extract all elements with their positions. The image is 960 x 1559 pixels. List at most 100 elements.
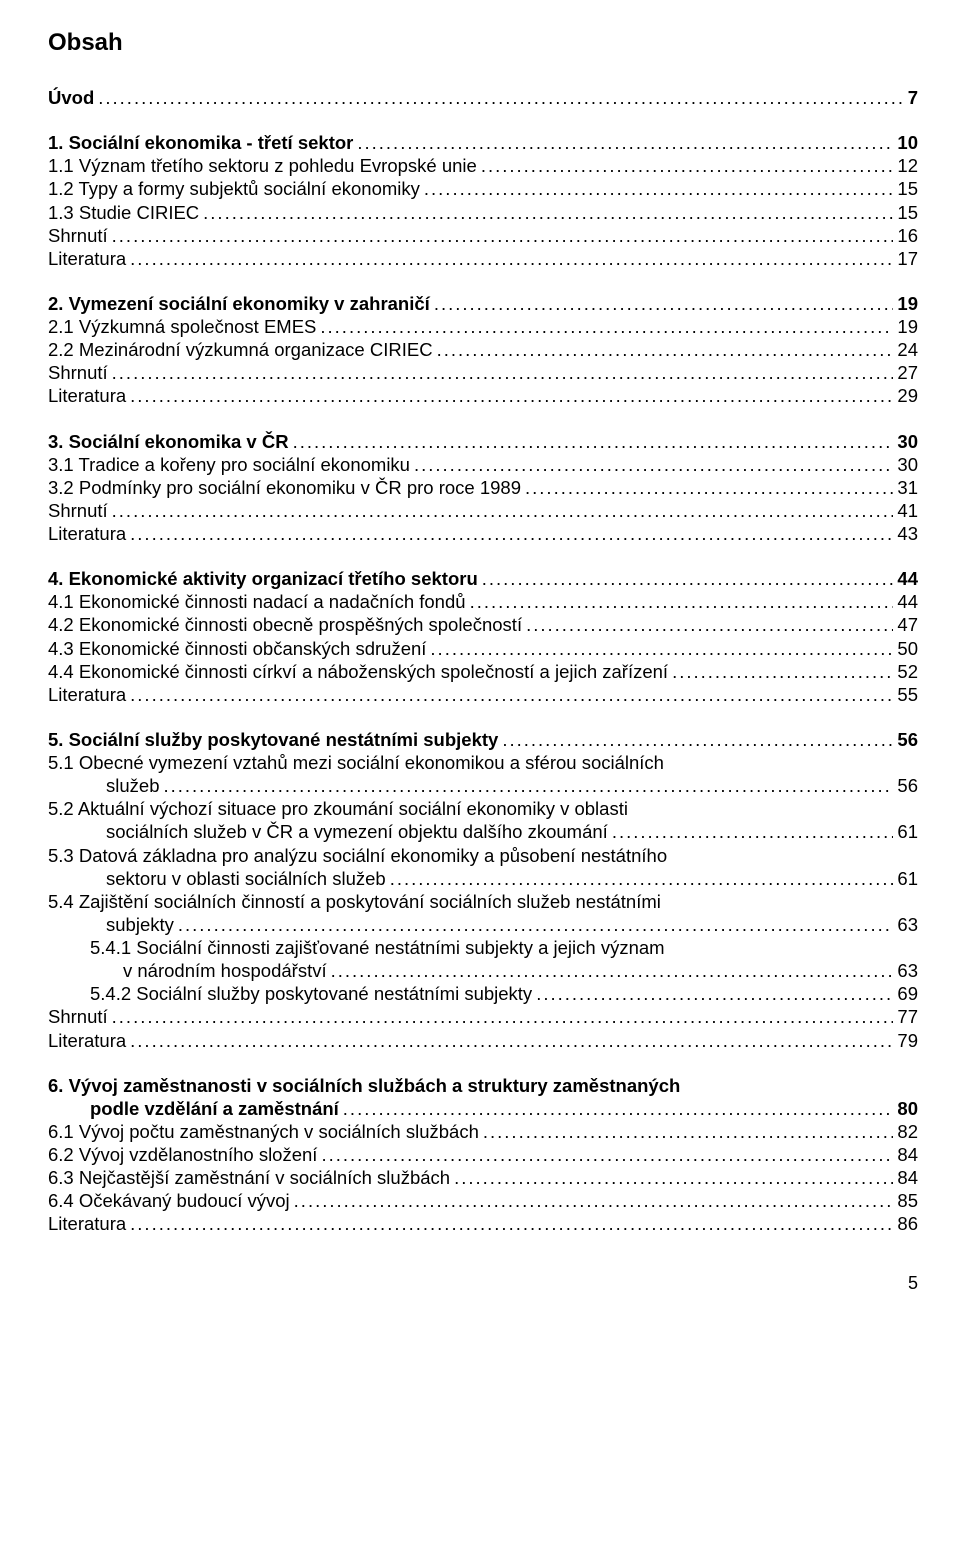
toc-page-number: 15 — [897, 177, 918, 200]
toc-label: 2.2 Mezinárodní výzkumná organizace CIRI… — [48, 338, 433, 361]
toc-entry: 4.2 Ekonomické činnosti obecně prospěšný… — [48, 613, 918, 636]
toc-page-number: 12 — [897, 154, 918, 177]
toc-entry: 5.3 Datová základna pro analýzu sociální… — [48, 844, 918, 867]
toc-entry: Literatura 79 — [48, 1029, 918, 1052]
toc-label: 5.4 Zajištění sociálních činností a posk… — [48, 890, 661, 913]
page-title: Obsah — [48, 28, 918, 58]
toc-label: Literatura — [48, 683, 126, 706]
toc-entry: 1.2 Typy a formy subjektů sociální ekono… — [48, 177, 918, 200]
toc-entry: 3.1 Tradice a kořeny pro sociální ekonom… — [48, 453, 918, 476]
toc-leader-dots — [612, 820, 894, 843]
toc-label: Literatura — [48, 1029, 126, 1052]
toc-leader-dots — [343, 1097, 894, 1120]
toc-label: Shrnutí — [48, 361, 108, 384]
toc-leader-dots — [130, 522, 893, 545]
toc-leader-dots — [112, 1005, 894, 1028]
toc-entry: Literatura 43 — [48, 522, 918, 545]
toc-label: sociálních služeb v ČR a vymezení objekt… — [106, 820, 608, 843]
toc-entry: Shrnutí 77 — [48, 1005, 918, 1028]
toc-leader-dots — [331, 959, 894, 982]
page-number: 5 — [48, 1272, 918, 1295]
toc-entry: 3. Sociální ekonomika v ČR 30 — [48, 430, 918, 453]
toc-page-number: 43 — [897, 522, 918, 545]
toc-label: 5. Sociální služby poskytované nestátním… — [48, 728, 498, 751]
toc-entry: 4.4 Ekonomické činnosti církví a nábožen… — [48, 660, 918, 683]
toc-leader-dots — [112, 224, 894, 247]
toc-page-number: 61 — [897, 867, 918, 890]
toc-label: 5.4.2 Sociální služby poskytované nestát… — [90, 982, 532, 1005]
toc-page-number: 44 — [897, 590, 918, 613]
toc-entry: 4.1 Ekonomické činnosti nadací a nadační… — [48, 590, 918, 613]
toc-label: 3.2 Podmínky pro sociální ekonomiku v ČR… — [48, 476, 521, 499]
toc-entry: 1. Sociální ekonomika - třetí sektor 10 — [48, 131, 918, 154]
toc-entry: 6.2 Vývoj vzdělanostního složení 84 — [48, 1143, 918, 1166]
toc-page-number: 85 — [897, 1189, 918, 1212]
toc-leader-dots — [536, 982, 893, 1005]
toc-entry: 4. Ekonomické aktivity organizací třetíh… — [48, 567, 918, 590]
toc-label: Shrnutí — [48, 499, 108, 522]
toc-label: Literatura — [48, 247, 126, 270]
toc-label: Literatura — [48, 1212, 126, 1235]
toc-label: 4.3 Ekonomické činnosti občanských sdruž… — [48, 637, 426, 660]
toc-label: 5.2 Aktuální výchozí situace pro zkoumán… — [48, 797, 628, 820]
toc-leader-dots — [357, 131, 893, 154]
toc-leader-dots — [163, 774, 893, 797]
toc-leader-dots — [294, 1189, 894, 1212]
toc-page-number: 50 — [897, 637, 918, 660]
toc-page-number: 55 — [897, 683, 918, 706]
toc-page-number: 17 — [897, 247, 918, 270]
toc-leader-dots — [470, 590, 894, 613]
toc-entry: 2.1 Výzkumná společnost EMES 19 — [48, 315, 918, 338]
toc-label: 4. Ekonomické aktivity organizací třetíh… — [48, 567, 478, 590]
toc-leader-dots — [320, 315, 893, 338]
toc-entry: podle vzdělání a zaměstnání 80 — [48, 1097, 918, 1120]
toc-label: 1.3 Studie CIRIEC — [48, 201, 199, 224]
toc-entry: Literatura 55 — [48, 683, 918, 706]
toc-label: Úvod — [48, 86, 94, 109]
toc-leader-dots — [672, 660, 893, 683]
toc-page-number: 56 — [897, 728, 918, 751]
toc-page-number: 7 — [908, 86, 918, 109]
toc-label: 6.3 Nejčastější zaměstnání v sociálních … — [48, 1166, 450, 1189]
toc-label: sektoru v oblasti sociálních služeb — [106, 867, 386, 890]
toc-page-number: 86 — [897, 1212, 918, 1235]
toc-leader-dots — [437, 338, 894, 361]
toc-entry: 6. Vývoj zaměstnanosti v sociálních služ… — [48, 1074, 918, 1097]
toc-label: 3. Sociální ekonomika v ČR — [48, 430, 289, 453]
toc-entry: 5.1 Obecné vymezení vztahů mezi sociální… — [48, 751, 918, 774]
toc-entry: Shrnutí 41 — [48, 499, 918, 522]
toc-entry: sektoru v oblasti sociálních služeb 61 — [48, 867, 918, 890]
toc-page-number: 80 — [897, 1097, 918, 1120]
toc-label: Literatura — [48, 522, 126, 545]
toc-label: Shrnutí — [48, 224, 108, 247]
toc-entry: 2.2 Mezinárodní výzkumná organizace CIRI… — [48, 338, 918, 361]
toc-page-number: 84 — [897, 1143, 918, 1166]
toc-label: 5.3 Datová základna pro analýzu sociální… — [48, 844, 667, 867]
toc-leader-dots — [424, 177, 894, 200]
toc-page-number: 52 — [897, 660, 918, 683]
toc-leader-dots — [483, 1120, 894, 1143]
toc-entry: 5.4.2 Sociální služby poskytované nestát… — [48, 982, 918, 1005]
toc-entry: Literatura 29 — [48, 384, 918, 407]
toc-leader-dots — [130, 247, 893, 270]
toc-entry: 2. Vymezení sociální ekonomiky v zahrani… — [48, 292, 918, 315]
toc-leader-dots — [414, 453, 893, 476]
toc-leader-dots — [434, 292, 894, 315]
toc-page-number: 69 — [897, 982, 918, 1005]
toc-entry: 5. Sociální služby poskytované nestátním… — [48, 728, 918, 751]
toc-label: 1.2 Typy a formy subjektů sociální ekono… — [48, 177, 420, 200]
toc-page-number: 29 — [897, 384, 918, 407]
toc-leader-dots — [526, 613, 893, 636]
toc-label: podle vzdělání a zaměstnání — [90, 1097, 339, 1120]
toc-leader-dots — [130, 1212, 893, 1235]
toc-entry: subjekty 63 — [48, 913, 918, 936]
toc-page-number: 82 — [897, 1120, 918, 1143]
toc-entry: 5.2 Aktuální výchozí situace pro zkoumán… — [48, 797, 918, 820]
toc-page-number: 41 — [897, 499, 918, 522]
toc-leader-dots — [112, 499, 894, 522]
toc-page-number: 10 — [897, 131, 918, 154]
toc-label: 6.4 Očekávaný budoucí vývoj — [48, 1189, 290, 1212]
toc-page-number: 79 — [897, 1029, 918, 1052]
toc-label: 4.2 Ekonomické činnosti obecně prospěšný… — [48, 613, 522, 636]
toc-leader-dots — [203, 201, 893, 224]
